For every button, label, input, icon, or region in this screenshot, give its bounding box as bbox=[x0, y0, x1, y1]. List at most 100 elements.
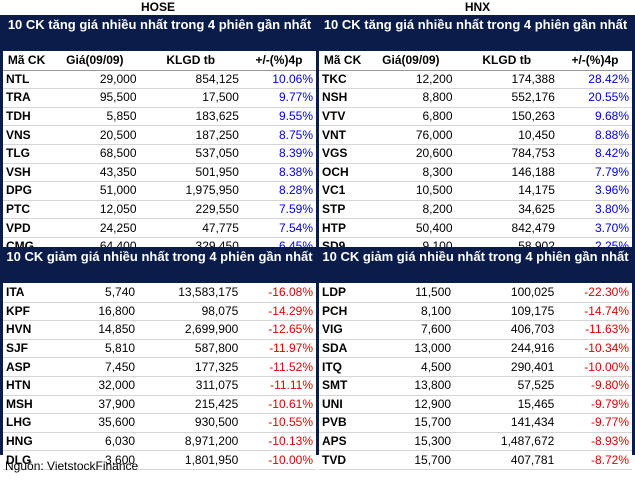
cell-price: 11,500 bbox=[364, 284, 455, 303]
table-row: SDA 13,000 244,916 -10.34% bbox=[319, 339, 632, 359]
cell-symbol: PTC bbox=[3, 200, 51, 220]
cell-change: 10.06% bbox=[241, 70, 316, 90]
table-row: VSH 43,350 501,950 8.38% bbox=[3, 163, 316, 183]
table-row: VNT 76,000 10,450 8.88% bbox=[319, 125, 632, 145]
cell-symbol: SDA bbox=[319, 339, 365, 359]
cell-change: 8.39% bbox=[241, 144, 316, 164]
cell-change: 8.42% bbox=[557, 144, 632, 164]
cell-symbol: LDP bbox=[319, 284, 365, 303]
cell-change: -9.77% bbox=[557, 413, 632, 433]
cell-price: 14,850 bbox=[48, 320, 139, 340]
col-symbol: Mã CK bbox=[3, 52, 51, 71]
table-row: HTN 32,000 311,075 -11.11% bbox=[3, 376, 316, 396]
cell-symbol: MSH bbox=[3, 395, 49, 415]
cell-change: -8.93% bbox=[557, 432, 632, 452]
center-divider bbox=[316, 15, 319, 455]
cell-symbol: VSH bbox=[3, 163, 51, 183]
table-row: VNS 20,500 187,250 8.75% bbox=[3, 125, 316, 145]
table-row: ITQ 4,500 290,401 -10.00% bbox=[319, 357, 632, 377]
table-row: ITA 5,740 13,583,175 -16.08% bbox=[3, 284, 316, 303]
col-symbol: Mã CK bbox=[319, 52, 367, 71]
table-row: VPD 24,250 47,775 7.54% bbox=[3, 218, 316, 238]
cell-price: 5,850 bbox=[50, 107, 140, 127]
cell-price: 5,810 bbox=[48, 339, 139, 359]
cell-change: -12.65% bbox=[241, 320, 316, 340]
table-row: TVD 15,700 407,781 -8.72% bbox=[319, 450, 632, 470]
cell-symbol: NTL bbox=[3, 70, 51, 90]
cell-change: 7.59% bbox=[241, 200, 316, 220]
cell-symbol: PVB bbox=[319, 413, 365, 433]
cell-change: 9.55% bbox=[241, 107, 316, 127]
cell-volume: 8,971,200 bbox=[138, 432, 242, 452]
cell-symbol: TRA bbox=[3, 88, 51, 108]
cell-volume: 34,625 bbox=[455, 200, 558, 220]
cell-symbol: SMT bbox=[319, 376, 365, 396]
cell-symbol: VNS bbox=[3, 125, 51, 145]
cell-volume: 187,250 bbox=[139, 125, 242, 145]
cell-symbol: VGS bbox=[319, 144, 367, 164]
cell-price: 4,500 bbox=[364, 357, 455, 377]
cell-symbol: VIG bbox=[319, 320, 365, 340]
cell-symbol: OCH bbox=[319, 163, 367, 183]
cell-change: -22.30% bbox=[557, 284, 632, 303]
cell-change: -16.08% bbox=[241, 284, 316, 303]
col-change: +/-(%)4p bbox=[557, 52, 632, 71]
cell-symbol: VTV bbox=[319, 107, 367, 127]
cell-volume: 141,434 bbox=[454, 413, 558, 433]
cell-price: 8,800 bbox=[366, 88, 456, 108]
table-row: SMT 13,800 57,525 -9.80% bbox=[319, 376, 632, 396]
cell-price: 13,000 bbox=[364, 339, 455, 359]
cell-symbol: VPD bbox=[3, 218, 51, 238]
cell-volume: 311,075 bbox=[138, 376, 242, 396]
cell-price: 16,800 bbox=[48, 302, 139, 322]
table-row: VGS 20,600 784,753 8.42% bbox=[319, 144, 632, 164]
hnx-up-title: 10 CK tăng giá nhiều nhất trong 4 phiên … bbox=[319, 15, 632, 52]
hnx-up-panel: 10 CK tăng giá nhiều nhất trong 4 phiên … bbox=[319, 15, 632, 257]
cell-symbol: VNT bbox=[319, 125, 367, 145]
table-row: LDP 11,500 100,025 -22.30% bbox=[319, 284, 632, 303]
cell-change: -10.00% bbox=[241, 450, 316, 470]
cell-price: 20,500 bbox=[50, 125, 140, 145]
cell-change: 8.28% bbox=[241, 181, 316, 201]
cell-volume: 501,950 bbox=[139, 163, 242, 183]
hose-down-title: 10 CK giảm giá nhiều nhất trong 4 phiên … bbox=[3, 247, 316, 284]
cell-volume: 109,175 bbox=[454, 302, 558, 322]
cell-volume: 177,325 bbox=[138, 357, 242, 377]
cell-change: -10.34% bbox=[557, 339, 632, 359]
hose-title: HOSE bbox=[140, 0, 175, 14]
cell-volume: 229,550 bbox=[139, 200, 242, 220]
cell-volume: 57,525 bbox=[454, 376, 558, 396]
cell-change: 3.70% bbox=[557, 218, 632, 238]
cell-price: 15,700 bbox=[364, 450, 455, 470]
source-note: Nguồn: VietstockFinance bbox=[5, 459, 139, 473]
cell-symbol: TLG bbox=[3, 144, 51, 164]
cell-symbol: ASP bbox=[3, 357, 49, 377]
cell-volume: 100,025 bbox=[454, 284, 558, 303]
cell-volume: 587,800 bbox=[138, 339, 242, 359]
cell-price: 68,500 bbox=[50, 144, 140, 164]
cell-price: 7,450 bbox=[48, 357, 139, 377]
cell-symbol: HNG bbox=[3, 432, 49, 452]
col-price: Giá(09/09) bbox=[50, 52, 140, 71]
cell-price: 15,300 bbox=[364, 432, 455, 452]
cell-volume: 854,125 bbox=[139, 70, 242, 90]
cell-volume: 10,450 bbox=[455, 125, 558, 145]
hnx-up-table: Mã CK Giá(09/09) KLGD tb +/-(%)4p TKC 12,… bbox=[319, 52, 632, 257]
table-row: TDH 5,850 183,625 9.55% bbox=[3, 107, 316, 127]
cell-price: 24,250 bbox=[50, 218, 140, 238]
cell-price: 7,600 bbox=[364, 320, 455, 340]
cell-change: -10.13% bbox=[241, 432, 316, 452]
cell-change: 8.88% bbox=[557, 125, 632, 145]
cell-symbol: TDH bbox=[3, 107, 51, 127]
table-row: KPF 16,800 98,075 -14.29% bbox=[3, 302, 316, 322]
cell-symbol: DLG bbox=[3, 450, 49, 470]
table-row: SJF 5,810 587,800 -11.97% bbox=[3, 339, 316, 359]
cell-change: -11.52% bbox=[241, 357, 316, 377]
cell-price: 32,000 bbox=[48, 376, 139, 396]
table-row: PVB 15,700 141,434 -9.77% bbox=[319, 413, 632, 433]
cell-price: 76,000 bbox=[366, 125, 456, 145]
table-row: OCH 8,300 146,188 7.79% bbox=[319, 163, 632, 183]
cell-volume: 552,176 bbox=[455, 88, 558, 108]
cell-price: 43,350 bbox=[50, 163, 140, 183]
cell-change: 9.77% bbox=[241, 88, 316, 108]
